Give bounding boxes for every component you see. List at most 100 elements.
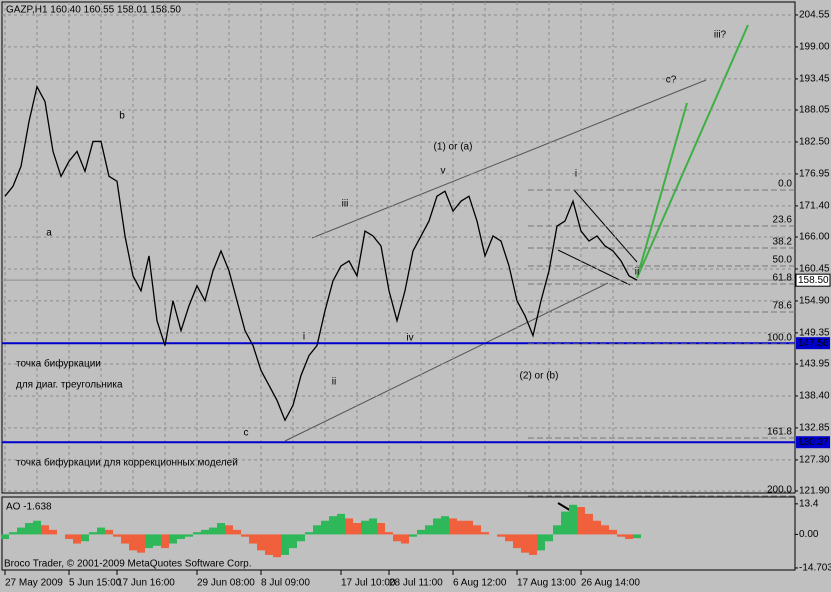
ao-bar: [33, 520, 41, 535]
y-tick-label: 166.00: [799, 232, 830, 243]
ao-bar: [601, 525, 609, 535]
fib-label: 78.6: [773, 301, 793, 312]
fib-label: 161.8: [767, 427, 792, 438]
triangle-lower: [557, 249, 631, 286]
annotation: c: [244, 428, 249, 439]
channel-lower: [284, 282, 609, 442]
ao-bar: [401, 534, 409, 544]
x-tick-label: 29 Jun 08:00: [197, 578, 255, 589]
annotation: (2) or (b): [520, 371, 559, 382]
annotation: точка бифуркации для коррекционных модел…: [16, 457, 238, 469]
x-tick-label: 6 Aug 12:00: [453, 578, 507, 589]
ao-bar: [217, 523, 225, 535]
ao-bar: [257, 534, 265, 551]
ao-bar: [121, 534, 129, 544]
annotation: b: [119, 111, 125, 122]
ao-bar: [233, 529, 241, 535]
ao-bar: [481, 532, 489, 535]
x-tick-label: 17 Aug 13:00: [517, 578, 576, 589]
ao-bar: [105, 529, 113, 535]
x-tick-label: 5 Jun 15:00: [69, 578, 122, 589]
fib-label: 0.0: [778, 179, 792, 190]
chart-title: GAZP,H1 160.40 160.55 158.01 158.50: [6, 5, 181, 16]
ao-bar: [625, 534, 633, 539]
ao-bar: [113, 534, 121, 537]
annotation: c?: [666, 75, 677, 86]
level-label: 158.50: [798, 275, 829, 286]
fib-label: 61.8: [773, 273, 793, 284]
ao-bar: [273, 534, 281, 558]
ao-bar: [385, 532, 393, 535]
ao-bar: [345, 518, 353, 535]
ao-bar: [161, 534, 169, 549]
ao-bar: [209, 527, 217, 535]
y-tick-label: 127.30: [799, 455, 830, 466]
ao-bar: [201, 529, 209, 535]
footer: Broco Trader, © 2001-2009 MetaQuotes Sof…: [4, 559, 252, 570]
ao-bar: [129, 534, 137, 551]
level-label-box: [796, 436, 830, 449]
y-tick-label: 13.4: [799, 498, 819, 509]
x-tick-label: 8 Jul 09:00: [261, 578, 310, 589]
y-tick-label: 121.90: [799, 486, 830, 497]
channel-upper: [311, 79, 707, 239]
level-label-box: [795, 273, 831, 287]
y-tick-label: 193.45: [799, 74, 830, 85]
ao-bar: [321, 520, 329, 535]
ao-bar: [457, 520, 465, 535]
ao-bar: [513, 534, 521, 549]
x-tick-label: 28 Jul 11:00: [389, 578, 443, 589]
ao-bar: [97, 527, 105, 535]
ao-bar: [545, 534, 553, 542]
y-tick-label: 176.95: [799, 169, 830, 180]
ao-bar: [537, 534, 545, 551]
y-tick-label: 0.00: [799, 529, 819, 540]
ao-bar: [65, 534, 73, 539]
ao-bar: [433, 518, 441, 535]
x-tick-label: 26 Aug 14:00: [581, 578, 640, 589]
ao-bar: [145, 534, 153, 549]
ao-bar: [577, 507, 585, 535]
annotation: точка бифуркации: [16, 358, 101, 370]
y-tick-label: 132.85: [799, 423, 830, 434]
ao-bar: [553, 525, 561, 535]
ao-bar: [297, 534, 305, 542]
ao-bar: [393, 534, 401, 542]
x-tick-label: 17 Jun 16:00: [117, 578, 175, 589]
ao-bar: [465, 520, 473, 535]
ao-bar: [89, 532, 97, 535]
y-tick-label: 143.95: [799, 359, 830, 370]
y-tick-label: -14.703: [799, 563, 831, 574]
y-tick-label: 138.40: [799, 391, 830, 402]
ao-bar: [153, 534, 161, 546]
ao-bar: [529, 534, 537, 555]
ao-bar: [49, 529, 57, 535]
annotation: a: [46, 228, 52, 239]
fib-label: 100.0: [767, 333, 792, 344]
y-tick-label: 160.45: [799, 264, 830, 275]
y-tick-label: 199.00: [799, 42, 830, 53]
ao-bar: [449, 518, 457, 535]
ao-bar: [617, 534, 625, 537]
ao-bar: [25, 523, 33, 535]
ao-bar: [169, 534, 177, 544]
ao-bar: [377, 523, 385, 535]
ao-bar: [73, 534, 81, 544]
ao-bar: [441, 516, 449, 535]
ao-bar: [265, 534, 273, 555]
ao-bar: [473, 525, 481, 535]
ao-bar: [521, 534, 529, 553]
annotation: ii: [332, 377, 336, 388]
ao-bar: [41, 525, 49, 535]
projection-iii: [636, 24, 749, 279]
ao-bar: [289, 534, 297, 549]
annotation: i: [575, 169, 577, 180]
ao-bar: [1, 534, 9, 539]
fib-label: 200.0: [767, 485, 792, 496]
annotation: iii: [342, 199, 349, 210]
ao-bar: [177, 534, 185, 539]
level-label-box: [796, 337, 830, 350]
level-label: 147.56: [798, 338, 829, 349]
x-tick-label: 17 Jul 10:00: [341, 578, 396, 589]
ao-bar: [417, 529, 425, 535]
